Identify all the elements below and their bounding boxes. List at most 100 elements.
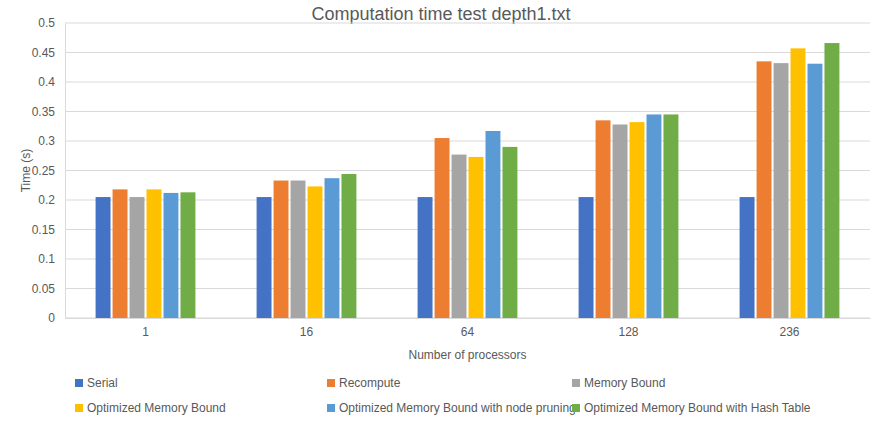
bar [663,114,678,318]
bar [96,197,111,318]
legend-item: Optimized Memory Bound with Hash Table [572,401,811,415]
grid-line [65,111,870,112]
y-tick: 0.25 [32,164,65,178]
bar [791,48,806,318]
background [0,0,882,430]
y-tick: 0.5 [38,16,65,30]
bar [452,155,467,318]
y-axis-title: Time (s) [19,149,33,193]
y-tick-label: 0.3 [38,134,55,148]
legend-label: Optimized Memory Bound with node pruning [339,401,576,415]
chart: Computation time test depth1.txt 0 0.05 0.1… [0,0,882,430]
x-tick: 1 [142,318,149,339]
x-tick: 16 [300,318,314,339]
series [147,48,806,318]
bar [824,43,839,318]
legend-item: Recompute [327,376,401,390]
y-tick: 0.15 [32,223,65,237]
series [180,43,839,318]
bars [96,43,840,318]
legend-item: Optimized Memory Bound [75,401,226,415]
bar [579,197,594,318]
legend-label: Serial [87,376,118,390]
legend-label: Memory Bound [584,376,665,390]
legend-label: Recompute [339,376,401,390]
x-axis: 1 16 64 128 236 [66,318,871,339]
x-tick: 236 [779,318,799,339]
x-tick: 128 [618,318,638,339]
x-axis-title: Number of processors [408,348,526,362]
y-tick-label: 0 [48,311,55,325]
bar [291,181,306,318]
y-tick: 0.4 [38,75,65,89]
y-axis-line [65,24,66,319]
x-tick-label: 236 [779,325,799,339]
bar [807,64,822,318]
y-tick-label: 0.5 [38,16,55,30]
x-tick-label: 64 [461,325,475,339]
y-tick-label: 0.2 [38,193,55,207]
bar [596,120,611,318]
y-tick: 0.45 [32,46,65,60]
y-tick-label: 0.45 [32,46,56,60]
y-tick-label: 0.05 [32,282,56,296]
bar [113,189,128,318]
y-tick-label: 0.35 [32,105,56,119]
legend-swatch [572,379,580,387]
bar [613,124,628,318]
legend-swatch [572,404,580,412]
bar [147,189,162,318]
y-axis: 0 0.05 0.1 0.15 0.2 0.25 0.3 0.35 0.4 0.45 0.5 [32,16,66,325]
bar [774,63,789,318]
bar [740,197,755,318]
y-tick-label: 0.15 [32,223,56,237]
y-tick: 0.3 [38,134,65,148]
legend: Serial Recompute Memory Bound Optimized Mem… [75,376,811,415]
y-tick: 0.2 [38,193,65,207]
bar [502,147,517,318]
grid [65,23,870,318]
bar [130,197,145,318]
bar [308,186,323,318]
legend-item: Optimized Memory Bound with node pruning [327,401,576,415]
y-tick: 0 [48,311,65,325]
bar [757,61,772,318]
series [130,63,789,318]
title: Computation time test depth1.txt [311,4,570,24]
plot: 0 0.05 0.1 0.15 0.2 0.25 0.3 0.35 0.4 0.45 0.5 1 16 6… [32,16,871,338]
grid-line [65,52,870,53]
bar [163,193,178,318]
y-tick: 0.1 [38,252,65,266]
y-tick: 0.05 [32,282,65,296]
bar [324,178,339,318]
bar [180,192,195,318]
bar [646,114,661,318]
x-tick: 64 [461,318,475,339]
legend-swatch [327,379,335,387]
legend-swatch [75,404,83,412]
bar [630,122,645,318]
bar [341,174,356,318]
y-tick-label: 0.25 [32,164,56,178]
x-tick-label: 1 [142,325,149,339]
grid-line [65,82,870,83]
legend-item: Serial [75,376,118,390]
legend-swatch [75,379,83,387]
legend-label: Optimized Memory Bound [87,401,226,415]
bar [469,157,484,318]
bar [485,131,500,318]
bar [257,197,272,318]
y-tick-label: 0.4 [38,75,55,89]
series [113,61,772,318]
grid-line [65,141,870,142]
series [163,64,822,318]
x-tick-label: 16 [300,325,314,339]
bar [418,197,433,318]
y-tick: 0.35 [32,105,65,119]
x-tick-label: 128 [618,325,638,339]
y-tick-label: 0.1 [38,252,55,266]
legend-swatch [327,404,335,412]
legend-item: Memory Bound [572,376,665,390]
legend-label: Optimized Memory Bound with Hash Table [584,401,811,415]
bar [435,138,450,318]
